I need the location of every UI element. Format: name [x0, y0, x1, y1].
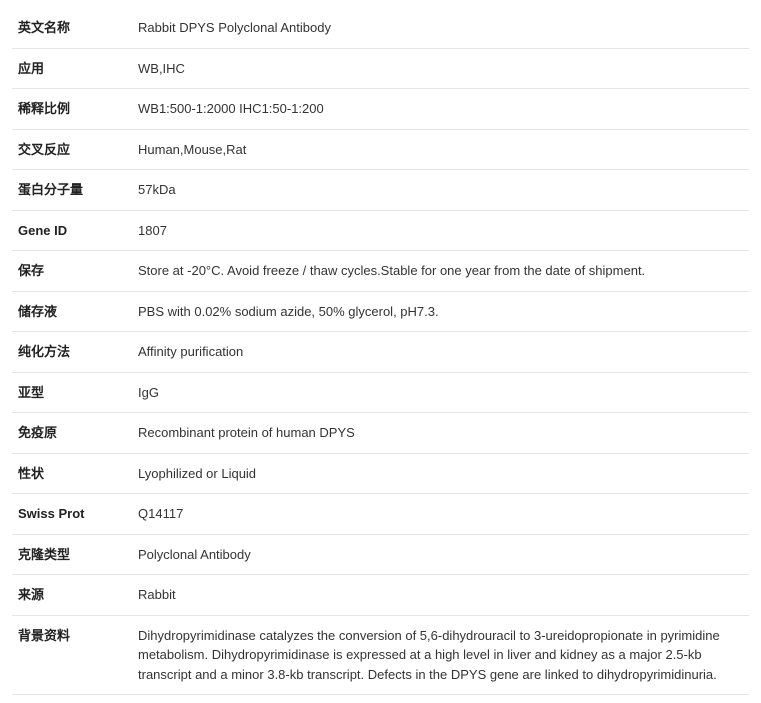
spec-table-body: 英文名称Rabbit DPYS Polyclonal Antibody应用WB,…: [12, 8, 749, 695]
table-row: 蛋白分子量57kDa: [12, 170, 749, 211]
table-row: Gene ID1807: [12, 210, 749, 251]
table-row-label: 应用: [12, 48, 132, 89]
table-row: Swiss ProtQ14117: [12, 494, 749, 535]
spec-table: 英文名称Rabbit DPYS Polyclonal Antibody应用WB,…: [12, 8, 749, 695]
table-row-label: 背景资料: [12, 615, 132, 695]
table-row: 英文名称Rabbit DPYS Polyclonal Antibody: [12, 8, 749, 48]
table-row-label: 保存: [12, 251, 132, 292]
table-row-value: Polyclonal Antibody: [132, 534, 749, 575]
table-row-label: 克隆类型: [12, 534, 132, 575]
table-row-value: WB1:500-1:2000 IHC1:50-1:200: [132, 89, 749, 130]
table-row: 背景资料Dihydropyrimidinase catalyzes the co…: [12, 615, 749, 695]
table-row-label: 来源: [12, 575, 132, 616]
table-row-value: Rabbit DPYS Polyclonal Antibody: [132, 8, 749, 48]
table-row: 性状Lyophilized or Liquid: [12, 453, 749, 494]
table-row-label: 纯化方法: [12, 332, 132, 373]
table-row-label: 稀释比例: [12, 89, 132, 130]
table-row-value: Store at -20°C. Avoid freeze / thaw cycl…: [132, 251, 749, 292]
table-row: 亚型IgG: [12, 372, 749, 413]
table-row: 交叉反应Human,Mouse,Rat: [12, 129, 749, 170]
table-row-value: Rabbit: [132, 575, 749, 616]
table-row-label: 亚型: [12, 372, 132, 413]
table-row-value: IgG: [132, 372, 749, 413]
table-row-value: PBS with 0.02% sodium azide, 50% glycero…: [132, 291, 749, 332]
table-row-value: Affinity purification: [132, 332, 749, 373]
table-row: 保存Store at -20°C. Avoid freeze / thaw cy…: [12, 251, 749, 292]
table-row: 储存液PBS with 0.02% sodium azide, 50% glyc…: [12, 291, 749, 332]
table-row: 克隆类型Polyclonal Antibody: [12, 534, 749, 575]
table-row-value: WB,IHC: [132, 48, 749, 89]
table-row-value: Human,Mouse,Rat: [132, 129, 749, 170]
table-row-label: Swiss Prot: [12, 494, 132, 535]
table-row-label: 蛋白分子量: [12, 170, 132, 211]
table-row-label: 储存液: [12, 291, 132, 332]
table-row: 稀释比例WB1:500-1:2000 IHC1:50-1:200: [12, 89, 749, 130]
table-row: 应用WB,IHC: [12, 48, 749, 89]
table-row-label: 性状: [12, 453, 132, 494]
table-row-label: 交叉反应: [12, 129, 132, 170]
table-row-value: Lyophilized or Liquid: [132, 453, 749, 494]
table-row: 纯化方法Affinity purification: [12, 332, 749, 373]
table-row-label: 英文名称: [12, 8, 132, 48]
table-row-label: Gene ID: [12, 210, 132, 251]
table-row-value: Dihydropyrimidinase catalyzes the conver…: [132, 615, 749, 695]
table-row-value: Recombinant protein of human DPYS: [132, 413, 749, 454]
table-row-label: 免疫原: [12, 413, 132, 454]
table-row: 免疫原Recombinant protein of human DPYS: [12, 413, 749, 454]
table-row-value: 1807: [132, 210, 749, 251]
table-row-value: Q14117: [132, 494, 749, 535]
table-row-value: 57kDa: [132, 170, 749, 211]
table-row: 来源Rabbit: [12, 575, 749, 616]
